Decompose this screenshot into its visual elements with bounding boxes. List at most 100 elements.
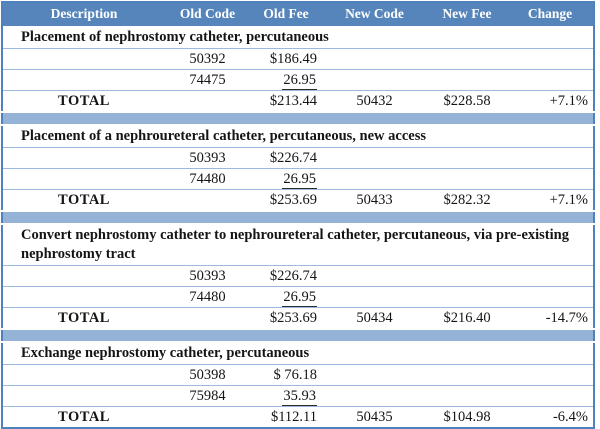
- section-3-row-1: 50393 $226.74: [2, 265, 594, 287]
- old-code-value: 74480: [165, 286, 250, 308]
- spacer-band: [2, 209, 594, 225]
- empty-cell: [322, 364, 427, 386]
- total-old-fee: $112.11: [250, 406, 322, 428]
- section-2-row-2: 74480 26.95: [2, 168, 594, 190]
- spacer-row: [2, 327, 594, 343]
- total-new-fee: $228.58: [427, 90, 507, 112]
- old-fee-value-underlined: 26.95: [250, 286, 322, 308]
- old-fee-value-underlined: 26.95: [250, 69, 322, 91]
- total-label: TOTAL: [2, 406, 165, 428]
- section-1-title: Placement of nephrostomy catheter, percu…: [2, 26, 594, 49]
- empty-cell: [507, 286, 594, 308]
- col-header-old-code: Old Code: [165, 2, 250, 27]
- empty-cell: [322, 265, 427, 287]
- empty-cell: [427, 364, 507, 386]
- section-1-row-2: 74475 26.95: [2, 69, 594, 91]
- total-change: +7.1%: [507, 90, 594, 112]
- empty-cell: [507, 168, 594, 190]
- section-3-title-row: Convert nephrostomy catheter to nephrour…: [2, 223, 594, 266]
- empty-cell: [322, 48, 427, 70]
- old-fee-value-underlined: 26.95: [250, 168, 322, 190]
- empty-cell: [322, 147, 427, 169]
- empty-cell: [322, 69, 427, 91]
- empty-cell: [427, 265, 507, 287]
- total-new-fee: $282.32: [427, 189, 507, 211]
- empty-cell: [2, 286, 165, 308]
- empty-cell: [427, 168, 507, 190]
- total-label: TOTAL: [2, 307, 165, 329]
- empty-cell: [507, 364, 594, 386]
- sum-underline: 26.95: [282, 170, 317, 189]
- section-2-total-row: TOTAL $253.69 50433 $282.32 +7.1%: [2, 189, 594, 211]
- spacer-row: [2, 110, 594, 126]
- old-fee-value: $226.74: [250, 147, 322, 169]
- empty-cell: [2, 168, 165, 190]
- header-row: Description Old Code Old Fee New Code Ne…: [2, 2, 594, 27]
- empty-cell: [427, 385, 507, 407]
- empty-cell: [2, 48, 165, 70]
- empty-cell: [2, 69, 165, 91]
- section-1-title-row: Placement of nephrostomy catheter, percu…: [2, 26, 594, 49]
- old-fee-value-underlined: 35.93: [250, 385, 322, 407]
- empty-cell: [322, 168, 427, 190]
- empty-cell: [507, 265, 594, 287]
- section-4-row-1: 50398 $ 76.18: [2, 364, 594, 386]
- sum-underline: 26.95: [282, 71, 317, 90]
- section-3-row-2: 74480 26.95: [2, 286, 594, 308]
- total-change: +7.1%: [507, 189, 594, 211]
- total-new-code: 50435: [322, 406, 427, 428]
- old-fee-value: $186.49: [250, 48, 322, 70]
- col-header-change: Change: [507, 2, 594, 27]
- total-new-fee: $216.40: [427, 307, 507, 329]
- empty-cell: [165, 307, 250, 329]
- total-new-code: 50432: [322, 90, 427, 112]
- col-header-new-fee: New Fee: [427, 2, 507, 27]
- empty-cell: [427, 69, 507, 91]
- section-4-total-row: TOTAL $112.11 50435 $104.98 -6.4%: [2, 406, 594, 428]
- empty-cell: [507, 385, 594, 407]
- sum-underline: 26.95: [282, 288, 317, 307]
- old-code-value: 75984: [165, 385, 250, 407]
- old-code-value: 50392: [165, 48, 250, 70]
- section-2-title: Placement of a nephroureteral catheter, …: [2, 124, 594, 148]
- section-2-title-row: Placement of a nephroureteral catheter, …: [2, 124, 594, 148]
- empty-cell: [427, 286, 507, 308]
- col-header-old-fee: Old Fee: [250, 2, 322, 27]
- old-fee-value: $226.74: [250, 265, 322, 287]
- empty-cell: [2, 265, 165, 287]
- spacer-band: [2, 110, 594, 126]
- section-1-total-row: TOTAL $213.44 50432 $228.58 +7.1%: [2, 90, 594, 112]
- old-code-value: 50398: [165, 364, 250, 386]
- total-change: -6.4%: [507, 406, 594, 428]
- empty-cell: [165, 406, 250, 428]
- section-3-total-row: TOTAL $253.69 50434 $216.40 -14.7%: [2, 307, 594, 329]
- empty-cell: [322, 385, 427, 407]
- empty-cell: [322, 286, 427, 308]
- empty-cell: [2, 385, 165, 407]
- total-label: TOTAL: [2, 90, 165, 112]
- total-new-fee: $104.98: [427, 406, 507, 428]
- section-4-row-2: 75984 35.93: [2, 385, 594, 407]
- section-4-title-row: Exchange nephrostomy catheter, percutane…: [2, 341, 594, 365]
- sum-underline: 35.93: [282, 387, 317, 406]
- total-new-code: 50434: [322, 307, 427, 329]
- empty-cell: [165, 189, 250, 211]
- total-label: TOTAL: [2, 189, 165, 211]
- empty-cell: [427, 147, 507, 169]
- col-header-new-code: New Code: [322, 2, 427, 27]
- old-code-value: 74475: [165, 69, 250, 91]
- section-1-row-1: 50392 $186.49: [2, 48, 594, 70]
- total-new-code: 50433: [322, 189, 427, 211]
- section-3-title: Convert nephrostomy catheter to nephrour…: [2, 223, 594, 266]
- empty-cell: [2, 147, 165, 169]
- old-fee-value: $ 76.18: [250, 364, 322, 386]
- col-header-description: Description: [2, 2, 165, 27]
- spacer-band: [2, 327, 594, 343]
- empty-cell: [2, 364, 165, 386]
- section-4-title: Exchange nephrostomy catheter, percutane…: [2, 341, 594, 365]
- old-code-value: 74480: [165, 168, 250, 190]
- empty-cell: [507, 69, 594, 91]
- empty-cell: [165, 90, 250, 112]
- total-old-fee: $213.44: [250, 90, 322, 112]
- spacer-row: [2, 209, 594, 225]
